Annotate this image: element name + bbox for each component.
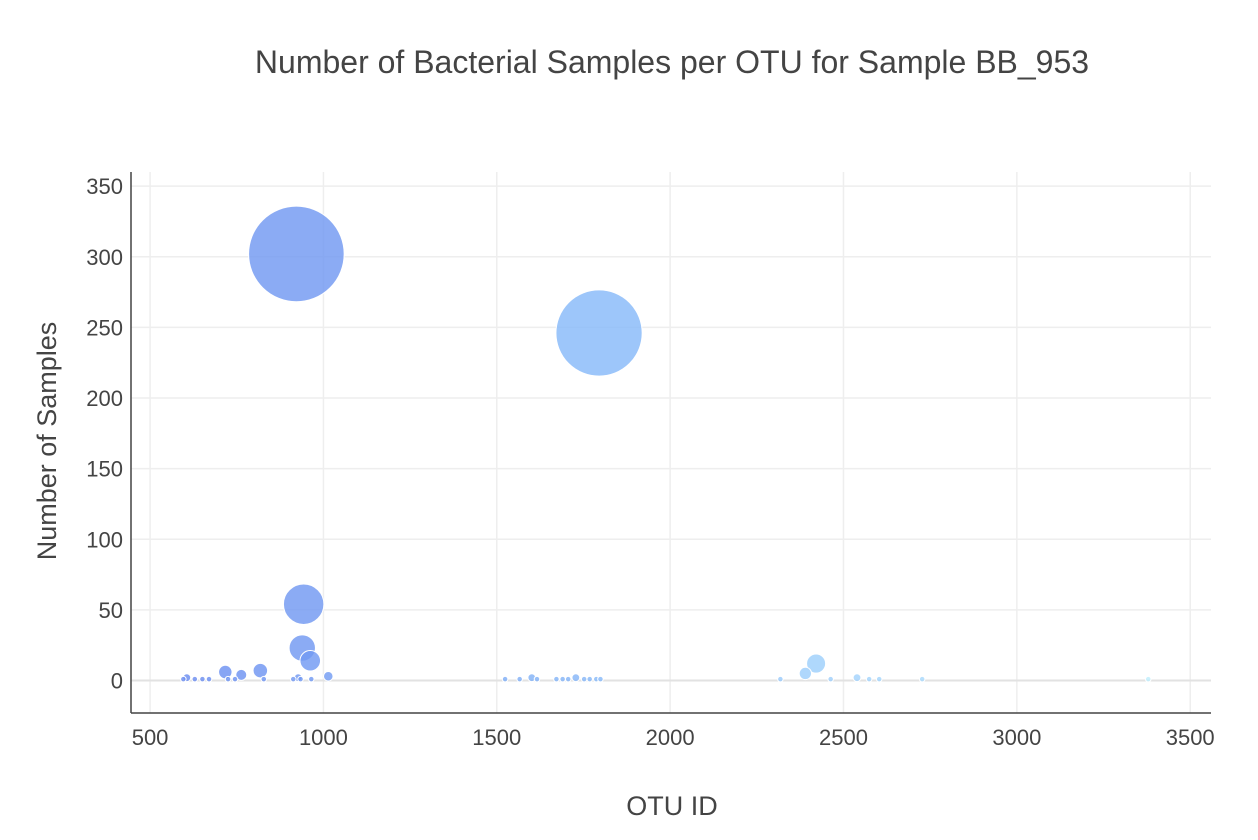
bubble-point[interactable] — [235, 668, 248, 681]
bubble-point[interactable] — [555, 289, 643, 377]
bubble-point[interactable] — [191, 675, 199, 683]
bubble-point[interactable] — [798, 666, 812, 681]
bubble-point[interactable] — [290, 675, 297, 683]
bubble-point[interactable] — [852, 673, 862, 683]
bubble-point[interactable] — [533, 675, 541, 683]
bubble-point[interactable] — [282, 583, 325, 625]
bubble-point[interactable] — [559, 675, 566, 683]
y-tick-label: 250 — [86, 315, 123, 340]
y-tick-label: 300 — [86, 245, 123, 270]
bubble-point[interactable] — [597, 675, 604, 683]
bubble-point[interactable] — [806, 653, 827, 674]
bubble-point[interactable] — [199, 675, 206, 683]
bubble-point[interactable] — [571, 673, 581, 683]
tick-labels: 500 1000 1500 2000 2500 3000 3500 0 50 100 150 200 2… — [86, 174, 1214, 750]
x-tick-label: 2000 — [646, 725, 695, 750]
y-axis-title: Number of Samples — [32, 322, 62, 561]
bubble-point[interactable] — [875, 675, 883, 683]
grid-lines — [131, 172, 1211, 713]
bubble-point[interactable] — [918, 675, 926, 683]
bubble-point[interactable] — [564, 675, 572, 683]
bubble-point[interactable] — [553, 675, 560, 683]
bubble-point[interactable] — [586, 675, 593, 683]
bubble-point[interactable] — [205, 675, 213, 683]
bubble-point[interactable] — [248, 205, 345, 303]
y-tick-label: 0 — [111, 669, 123, 694]
x-tick-label: 1000 — [299, 725, 348, 750]
bubble-point[interactable] — [516, 675, 523, 683]
x-tick-label: 3000 — [992, 725, 1041, 750]
x-tick-label: 1500 — [472, 725, 521, 750]
bubble-point[interactable] — [224, 675, 232, 683]
bubble-point[interactable] — [231, 675, 239, 683]
y-tick-label: 100 — [86, 527, 123, 552]
bubble-point[interactable] — [1144, 675, 1152, 683]
y-tick-label: 200 — [86, 386, 123, 411]
x-tick-label: 2500 — [819, 725, 868, 750]
x-tick-label: 3500 — [1166, 725, 1215, 750]
y-tick-label: 150 — [86, 457, 123, 482]
bubble-point[interactable] — [827, 675, 834, 683]
bubble-point[interactable] — [323, 671, 334, 682]
bubble-point[interactable] — [252, 662, 269, 679]
bubble-point[interactable] — [297, 675, 304, 683]
axes — [130, 172, 1211, 714]
bubble-point[interactable] — [308, 675, 315, 683]
bubble-point[interactable] — [180, 675, 187, 683]
bubble-point[interactable] — [260, 675, 268, 683]
y-tick-label: 50 — [99, 598, 123, 623]
bubble-point[interactable] — [580, 675, 588, 683]
bubble-point[interactable] — [777, 675, 784, 683]
chart-title: Number of Bacterial Samples per OTU for … — [255, 44, 1089, 80]
bubbles — [180, 205, 1152, 683]
x-tick-label: 500 — [132, 725, 169, 750]
y-tick-label: 350 — [86, 174, 123, 199]
x-axis-title: OTU ID — [626, 791, 718, 821]
bubble-point[interactable] — [501, 675, 509, 683]
bubble-point[interactable] — [865, 675, 873, 683]
bubble-point[interactable] — [299, 649, 322, 672]
